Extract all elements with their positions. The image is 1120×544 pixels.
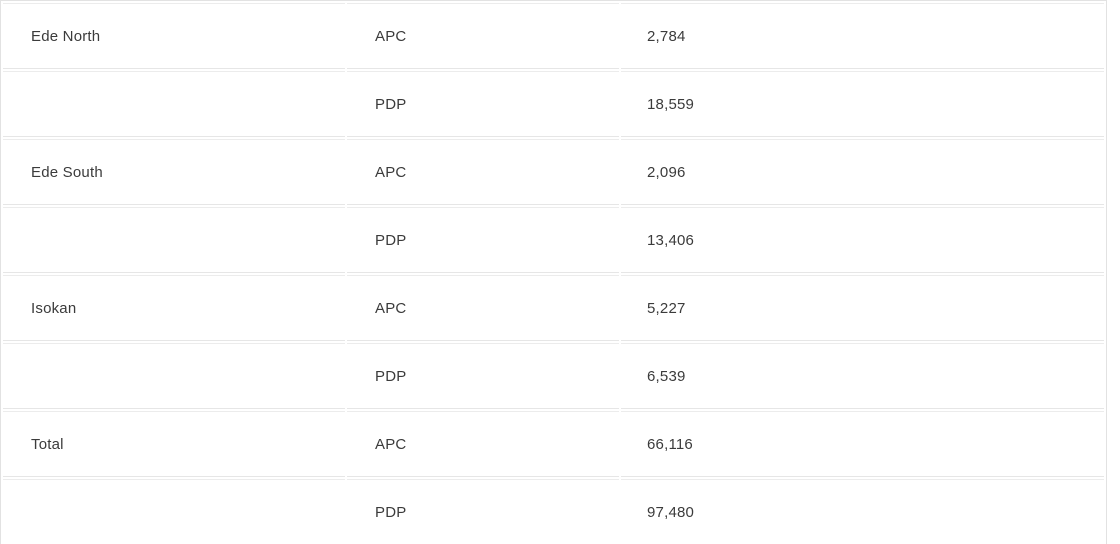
lga-cell: Total <box>3 411 345 477</box>
votes-cell: 13,406 <box>621 207 1104 273</box>
votes-cell: 18,559 <box>621 71 1104 137</box>
table-row: Total APC 66,116 <box>3 411 1104 477</box>
votes-cell: 66,116 <box>621 411 1104 477</box>
votes-cell: 97,480 <box>621 479 1104 544</box>
table-row: Ede North APC 2,784 <box>3 3 1104 69</box>
table-row: PDP 6,539 <box>3 343 1104 409</box>
lga-cell: Isokan <box>3 275 345 341</box>
lga-cell <box>3 207 345 273</box>
party-cell: APC <box>347 275 619 341</box>
party-cell: APC <box>347 3 619 69</box>
party-cell: PDP <box>347 479 619 544</box>
table-row: PDP 97,480 <box>3 479 1104 544</box>
table-row: PDP 18,559 <box>3 71 1104 137</box>
party-cell: APC <box>347 411 619 477</box>
party-cell: APC <box>347 139 619 205</box>
votes-cell: 6,539 <box>621 343 1104 409</box>
lga-cell: Ede North <box>3 3 345 69</box>
lga-cell: Ede South <box>3 139 345 205</box>
lga-cell <box>3 343 345 409</box>
votes-cell: 2,096 <box>621 139 1104 205</box>
lga-cell <box>3 71 345 137</box>
party-cell: PDP <box>347 343 619 409</box>
table-row: Isokan APC 5,227 <box>3 275 1104 341</box>
table-row: PDP 13,406 <box>3 207 1104 273</box>
votes-cell: 2,784 <box>621 3 1104 69</box>
party-cell: PDP <box>347 207 619 273</box>
party-cell: PDP <box>347 71 619 137</box>
table-row: Ede South APC 2,096 <box>3 139 1104 205</box>
votes-cell: 5,227 <box>621 275 1104 341</box>
table-body: Ede North APC 2,784 PDP 18,559 Ede South… <box>3 3 1104 544</box>
lga-cell <box>3 479 345 544</box>
